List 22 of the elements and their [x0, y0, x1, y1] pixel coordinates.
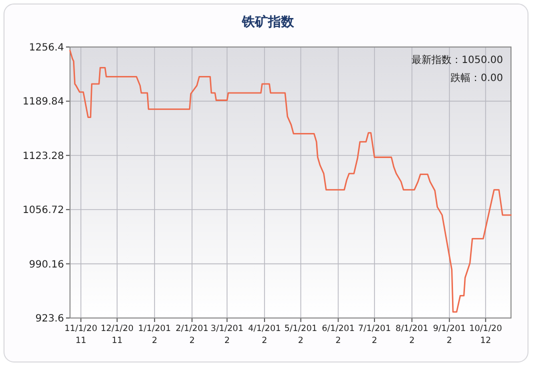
x-tick-label: 8/1/2012 — [396, 324, 428, 346]
line-series — [69, 50, 512, 313]
x-tick-label: 5/1/2012 — [284, 324, 318, 346]
y-tick-label: 923.6 — [35, 314, 64, 324]
y-tick-label: 1056.72 — [22, 205, 64, 216]
annotation: 最新指数：1050.00 — [412, 54, 503, 66]
x-tick-label: 6/1/2012 — [322, 324, 355, 346]
y-tick-label: 1189.84 — [22, 96, 64, 108]
x-tick-label: 1/1/2012 — [138, 324, 171, 346]
y-tick-label: 1123.28 — [22, 150, 64, 162]
x-tick-label: 2/1/2012 — [176, 324, 208, 346]
x-tick-label: 11/1/2011 — [64, 324, 98, 346]
x-tick-label: 3/1/2012 — [210, 324, 244, 346]
x-tick-label: 12/1/2011 — [100, 324, 134, 346]
x-tick-label: 4/1/2012 — [248, 324, 281, 346]
annotation: 跌幅：0.00 — [450, 72, 503, 84]
chart-title: 铁矿指数 — [241, 14, 295, 30]
y-tick-label: 1256.4 — [29, 42, 64, 54]
x-tick-label: 10/1/2012 — [469, 324, 502, 346]
x-tick-label: 9/1/2012 — [432, 324, 466, 346]
y-tick-label: 990.16 — [29, 259, 64, 270]
x-tick-label: 7/1/2012 — [358, 324, 391, 346]
